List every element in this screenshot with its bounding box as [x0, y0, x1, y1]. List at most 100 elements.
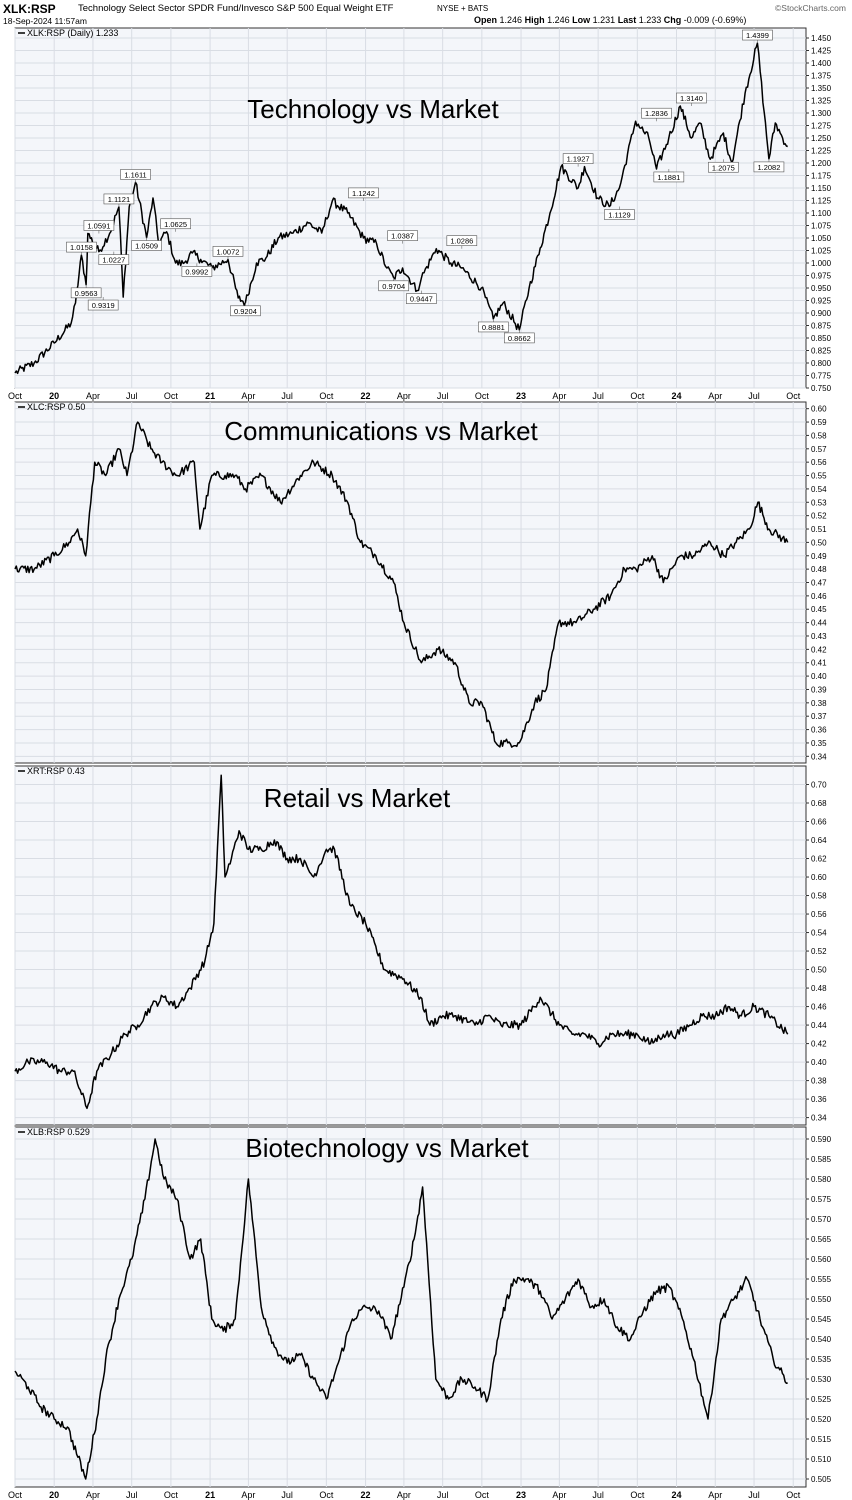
chg-label: Chg: [663, 15, 682, 25]
y-tick-label: 1.275: [811, 122, 832, 131]
point-label-box: [98, 254, 130, 265]
y-tick-label: 1.450: [811, 34, 832, 43]
y-tick-label: 1.250: [811, 134, 832, 143]
series-line: [14, 42, 788, 375]
point-label: 1.2836: [645, 109, 668, 118]
y-tick-label: 1.325: [811, 97, 832, 106]
y-tick-label: 0.38: [811, 1077, 827, 1086]
y-tick-label: 0.48: [811, 565, 827, 574]
y-tick-label: 0.560: [811, 1255, 832, 1264]
symbol: XLK:RSP: [3, 2, 56, 16]
x-tick-label: 24: [672, 391, 682, 401]
y-tick-label: 0.53: [811, 498, 827, 507]
x-tick-label: Apr: [552, 391, 566, 401]
exchange: NYSE + BATS: [437, 4, 489, 13]
point-label-box: [181, 266, 213, 277]
x-tick-label: 23: [516, 391, 526, 401]
y-tick-label: 0.590: [811, 1135, 832, 1144]
y-tick-label: 0.40: [811, 1058, 827, 1067]
y-tick-label: 0.535: [811, 1355, 832, 1364]
y-tick-label: 0.48: [811, 984, 827, 993]
y-tick-label: 0.50: [811, 966, 827, 975]
y-tick-label: 0.58: [811, 431, 827, 440]
y-tick-label: 1.125: [811, 197, 832, 206]
point-label: 0.8881: [482, 323, 505, 332]
legend-label: XLC:RSP 0.50: [27, 402, 85, 412]
panel-title: Communications vs Market: [224, 416, 538, 446]
x-tick-label: Jul: [592, 1490, 604, 1500]
x-tick-label: 23: [516, 1490, 526, 1500]
y-tick-label: 0.975: [811, 272, 832, 281]
y-tick-label: 0.850: [811, 334, 832, 343]
series-line: [14, 774, 789, 1110]
y-tick-label: 0.50: [811, 538, 827, 547]
x-tick-label: Apr: [241, 1490, 255, 1500]
x-tick-label: Jul: [281, 1490, 293, 1500]
point-label: 1.1242: [352, 189, 375, 198]
y-tick-label: 0.530: [811, 1375, 832, 1384]
legend-label: XRT:RSP 0.43: [27, 766, 85, 776]
point-label-box: [562, 153, 594, 164]
x-tick-label: 21: [205, 391, 215, 401]
x-tick-label: Apr: [708, 1490, 722, 1500]
x-tick-label: Oct: [475, 391, 490, 401]
x-tick-label: Oct: [164, 391, 179, 401]
point-label: 1.2075: [712, 163, 735, 172]
point-label-box: [504, 332, 535, 344]
panel-2: 0.34 0.35 0.36 0.37 0.38 0.39 0.40 0.41 0.42 0.43…: [14, 401, 827, 764]
y-tick-label: 0.60: [811, 873, 827, 882]
y-tick-label: 0.60: [811, 405, 827, 414]
y-tick-label: 1.075: [811, 222, 832, 231]
last-value: 1.233: [638, 15, 662, 25]
y-tick-label: 1.050: [811, 234, 832, 243]
open-value: 1.246: [499, 15, 523, 25]
plot-area: [14, 27, 807, 389]
x-tick-label: Oct: [319, 1490, 334, 1500]
y-tick-label: 0.55: [811, 472, 827, 481]
y-tick-label: 0.44: [811, 619, 827, 628]
y-tick-label: 0.36: [811, 726, 827, 735]
chart-header: XLK:RSP Technology Select Sector SPDR Fu…: [0, 0, 852, 26]
panel-title: Retail vs Market: [264, 783, 451, 813]
point-label-box: [604, 209, 635, 220]
point-label-box: [753, 161, 785, 173]
legend-label: XLK:RSP (Daily) 1.233: [27, 28, 118, 38]
y-tick-label: 0.66: [811, 818, 827, 827]
point-label: 0.9992: [185, 267, 208, 276]
y-tick-label: 0.540: [811, 1335, 832, 1344]
brand-logo: ©StockCharts.com: [775, 3, 846, 13]
x-tick-label: Apr: [397, 391, 411, 401]
x-tick-label: 22: [361, 391, 371, 401]
y-tick-label: 0.545: [811, 1315, 832, 1324]
x-tick-label: Apr: [397, 1490, 411, 1500]
plot-area: [14, 765, 807, 1126]
x-tick-label: Oct: [164, 1490, 179, 1500]
point-label: 1.3140: [680, 94, 703, 103]
y-tick-label: 0.44: [811, 1021, 827, 1030]
x-tick-label: Apr: [86, 391, 100, 401]
x-tick-label: 20: [49, 1490, 59, 1500]
y-tick-label: 0.580: [811, 1175, 832, 1184]
y-tick-label: 0.750: [811, 384, 832, 393]
y-tick-label: 0.35: [811, 739, 827, 748]
high-value: 1.246: [547, 15, 570, 25]
y-tick-label: 0.575: [811, 1195, 832, 1204]
point-label: 1.1129: [608, 211, 630, 220]
point-label-box: [387, 230, 418, 241]
panel-3: 0.34 0.36 0.38 0.40 0.42 0.44 0.46 0.48 0.50 0.52…: [14, 765, 827, 1126]
open-label: Open: [474, 15, 498, 25]
y-tick-label: 0.38: [811, 699, 827, 708]
x-tick-label: Jul: [592, 391, 604, 401]
point-label: 1.2082: [757, 163, 780, 172]
point-label: 1.4399: [746, 31, 769, 40]
y-tick-label: 0.45: [811, 605, 827, 614]
y-tick-label: 0.570: [811, 1215, 832, 1224]
last-label: Last: [617, 15, 637, 25]
timestamp: 18-Sep-2024 11:57am: [3, 16, 87, 26]
x-tick-label: Jul: [748, 1490, 760, 1500]
x-tick-label: Apr: [552, 1490, 566, 1500]
point-label-box: [676, 92, 707, 104]
panel-4: 0.505 0.510 0.515 0.520 0.525 0.530 0.535 0.540…: [8, 1126, 832, 1500]
y-tick-label: 0.59: [811, 418, 827, 427]
y-tick-label: 1.000: [811, 259, 832, 268]
